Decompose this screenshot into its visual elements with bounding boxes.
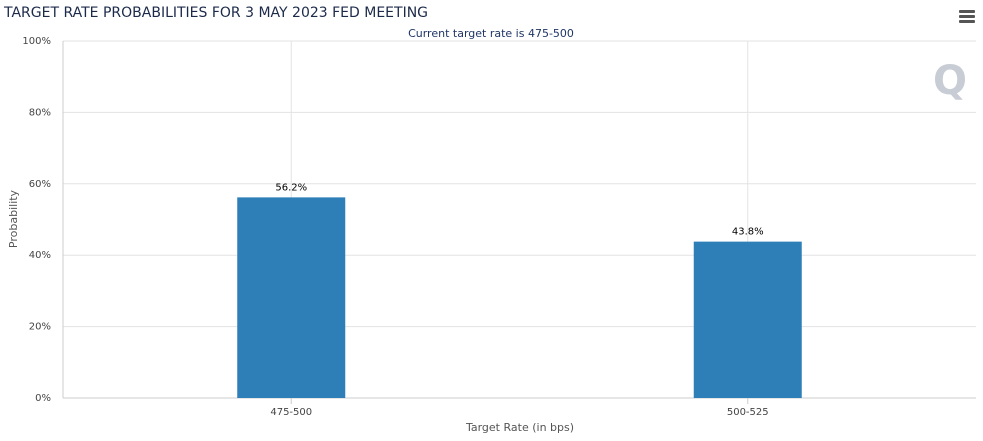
- y-tick-label: 100%: [22, 36, 51, 47]
- value-label: 56.2%: [275, 182, 307, 193]
- y-tick-label: 80%: [29, 107, 51, 118]
- menu-bar: [959, 15, 975, 18]
- x-axis-title: Target Rate (in bps): [465, 421, 574, 434]
- y-tick-label: 60%: [29, 179, 51, 190]
- menu-bar: [959, 10, 975, 13]
- menu-bar: [959, 20, 975, 23]
- chart-title: TARGET RATE PROBABILITIES FOR 3 MAY 2023…: [3, 5, 428, 21]
- x-tick-label: 475-500: [270, 407, 312, 418]
- bar: [693, 241, 802, 398]
- x-tick-label: 500-525: [727, 407, 769, 418]
- menu-button[interactable]: [959, 10, 975, 23]
- y-axis-title: Probability: [7, 189, 20, 248]
- value-label: 43.8%: [732, 227, 764, 238]
- bar: [237, 197, 346, 398]
- y-tick-label: 20%: [29, 322, 51, 333]
- y-tick-label: 0%: [35, 393, 51, 404]
- chart-subtitle: Current target rate is 475-500: [408, 27, 574, 40]
- y-tick-label: 40%: [29, 250, 51, 261]
- watermark-logo: Q: [933, 58, 967, 104]
